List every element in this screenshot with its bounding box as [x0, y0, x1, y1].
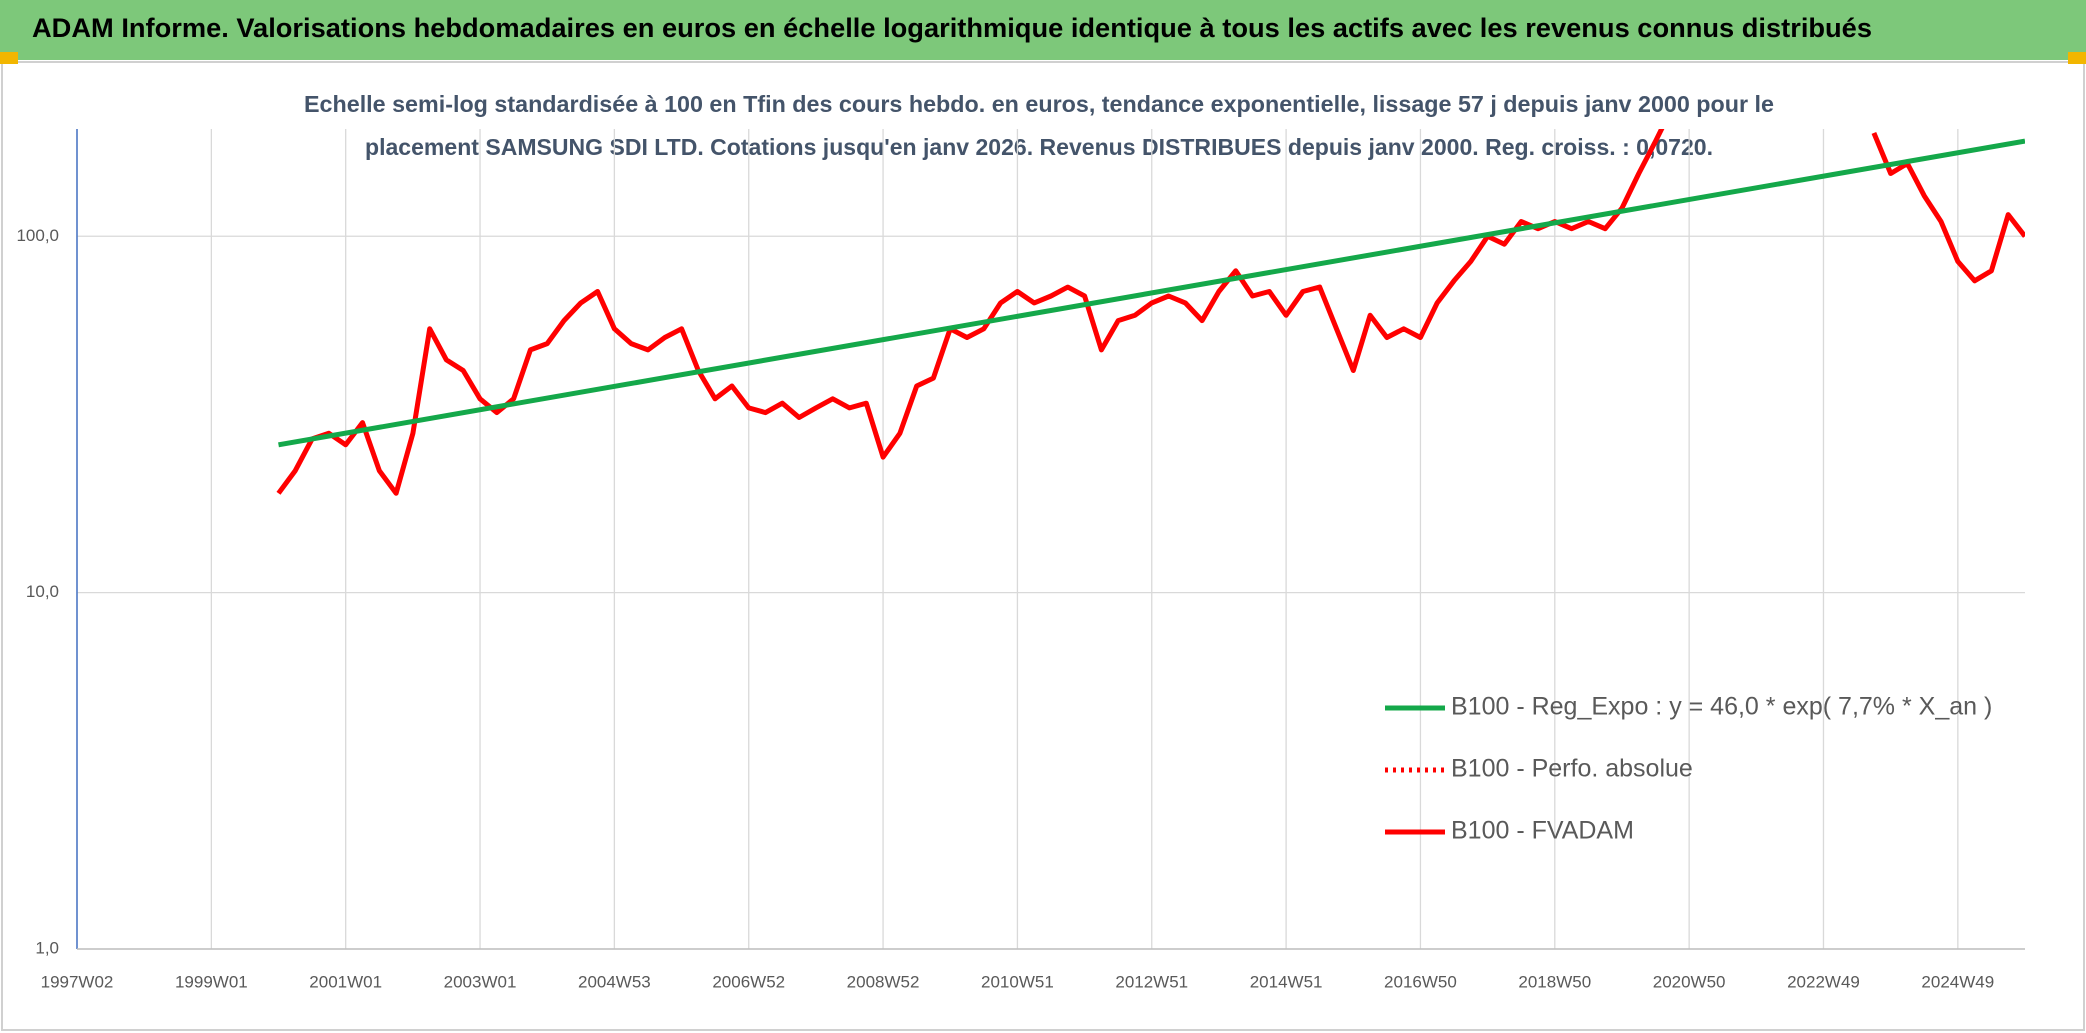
x-tick-label: 2006W52 — [712, 972, 785, 991]
data-line — [276, 129, 2025, 496]
x-tick-label: 2020W50 — [1653, 972, 1726, 991]
x-tick-label: 2003W01 — [444, 972, 517, 991]
legend-label: B100 - Perfo. absolue — [1451, 755, 1693, 783]
x-tick-label: 2008W52 — [847, 972, 920, 991]
chart-frame — [1, 61, 2085, 1031]
x-tick-label: 1999W01 — [175, 972, 248, 991]
x-tick-label: 1997W02 — [41, 972, 114, 991]
x-tick-label: 2018W50 — [1518, 972, 1591, 991]
x-tick-label: 2014W51 — [1250, 972, 1323, 991]
x-tick-label: 2016W50 — [1384, 972, 1457, 991]
x-tick-label: 2024W49 — [1921, 972, 1994, 991]
chart-title: ADAM Informe. Valorisations hebdomadaire… — [32, 13, 1872, 43]
x-tick-label: 2004W53 — [578, 972, 651, 991]
x-tick-label: 2001W01 — [309, 972, 382, 991]
plot-area — [276, 129, 2025, 496]
x-tick-label: 2012W51 — [1115, 972, 1188, 991]
title-bar — [0, 0, 2086, 60]
corner-marker — [0, 52, 18, 64]
x-tick-label: 2022W49 — [1787, 972, 1860, 991]
y-tick-label: 100,0 — [16, 226, 59, 245]
y-tick-label: 10,0 — [26, 582, 59, 601]
y-tick-label: 1,0 — [35, 938, 59, 957]
data-line — [278, 138, 2025, 448]
x-tick-label: 2010W51 — [981, 972, 1054, 991]
chart-subtitle: placement SAMSUNG SDI LTD. Cotations jus… — [365, 134, 1713, 160]
chart-subtitle: Echelle semi-log standardisée à 100 en T… — [304, 91, 1774, 117]
corner-marker — [2068, 52, 2086, 64]
legend-label: B100 - FVADAM — [1451, 817, 1634, 845]
legend-label: B100 - Reg_Expo : y = 46,0 * exp( 7,7% *… — [1451, 693, 1992, 721]
